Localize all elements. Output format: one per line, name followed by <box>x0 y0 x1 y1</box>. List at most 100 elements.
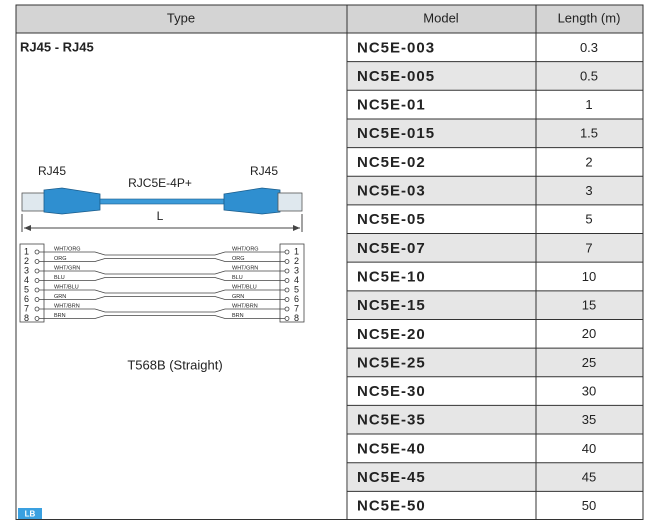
pin-number: 4 <box>294 275 299 285</box>
model-cell: NC5E-10 <box>357 268 426 285</box>
pin-number: 2 <box>24 256 29 266</box>
model-cell: NC5E-45 <box>357 469 426 486</box>
wire-label: WHT/BLU <box>232 284 257 290</box>
pin <box>34 297 40 302</box>
length-cell: 1 <box>585 97 592 112</box>
pin-number: 5 <box>294 284 299 294</box>
header-type: Type <box>167 10 195 25</box>
length-cell: 45 <box>582 469 596 484</box>
pin <box>34 259 40 264</box>
row-shade <box>348 462 643 492</box>
length-cell: 10 <box>582 269 596 284</box>
pin <box>284 259 290 264</box>
length-cell: 0.3 <box>580 40 598 55</box>
wire-label: GRN <box>54 294 66 300</box>
length-cell: 35 <box>582 412 596 427</box>
wire-label: ORG <box>54 256 67 262</box>
model-cell: NC5E-25 <box>357 354 426 371</box>
model-cell: NC5E-05 <box>357 211 426 228</box>
wire <box>39 308 285 313</box>
wire-label: ORG <box>232 256 245 262</box>
connector-label: RJ45 <box>38 164 66 178</box>
pin <box>284 287 290 293</box>
pin <box>284 268 290 274</box>
model-cell: NC5E-15 <box>357 297 426 314</box>
model-cell: NC5E-003 <box>357 39 435 56</box>
length-cell: 7 <box>585 240 592 255</box>
row-shade <box>348 233 643 263</box>
badge <box>18 508 42 520</box>
length-cell: 1.5 <box>580 126 598 141</box>
wiring-caption: T568B (Straight) <box>127 357 222 372</box>
wire-label: WHT/ORG <box>54 246 81 252</box>
model-cell: NC5E-30 <box>357 383 426 400</box>
wire-label: WHT/GRN <box>54 265 80 271</box>
cable-label: RJC5E-4P+ <box>128 176 192 190</box>
pin-number: 2 <box>294 256 299 266</box>
pin-number: 5 <box>24 284 29 294</box>
length-cell: 40 <box>582 441 596 456</box>
model-cell: NC5E-005 <box>357 68 435 85</box>
length-cell: 25 <box>582 355 596 370</box>
pin-number: 8 <box>24 313 29 323</box>
header-background <box>16 5 643 33</box>
length-cell: 3 <box>585 183 592 198</box>
pin <box>34 306 40 312</box>
row-shade <box>348 290 643 320</box>
row-shade <box>348 176 643 205</box>
pin-number: 1 <box>24 246 29 256</box>
wire-label: WHT/GRN <box>232 265 258 271</box>
pin <box>34 287 40 293</box>
pin-number: 4 <box>24 275 29 285</box>
model-cell: NC5E-03 <box>357 183 426 200</box>
model-cell: NC5E-015 <box>357 125 435 142</box>
wire <box>39 277 285 281</box>
cable-illustration <box>21 187 303 232</box>
wire-label: BLU <box>54 275 65 281</box>
wire <box>39 296 285 300</box>
model-cell: NC5E-35 <box>357 412 426 429</box>
length-cell: 2 <box>585 154 592 169</box>
badge-text: LB <box>25 510 36 519</box>
wire-label: GRN <box>232 294 244 300</box>
wire-label: WHT/BRN <box>232 303 258 309</box>
length-mark: L <box>157 209 164 223</box>
length-cell: 5 <box>585 212 592 227</box>
pin-number: 7 <box>294 303 299 313</box>
row-shade <box>348 405 643 435</box>
length-cell: 0.5 <box>580 68 598 83</box>
pin <box>34 316 40 321</box>
wire-label: WHT/BLU <box>54 284 79 290</box>
pin-number: 3 <box>24 265 29 275</box>
pin-number: 7 <box>24 303 29 313</box>
pin <box>284 297 290 302</box>
wire <box>39 270 285 275</box>
pin <box>34 249 40 255</box>
row-shade <box>348 61 643 91</box>
pin-number: 3 <box>294 265 299 275</box>
pin <box>284 249 290 255</box>
model-cell: NC5E-02 <box>357 154 426 171</box>
model-cell: NC5E-01 <box>357 97 426 114</box>
pin-number: 8 <box>294 313 299 323</box>
length-cell: 20 <box>582 326 596 341</box>
pin <box>34 268 40 274</box>
header-model: Model <box>423 10 459 25</box>
length-cell: 30 <box>582 384 596 399</box>
model-cell: NC5E-07 <box>357 240 426 257</box>
type-title: RJ45 - RJ45 <box>20 39 94 54</box>
wire-label: BLU <box>232 275 243 281</box>
wire-label: BRN <box>232 313 244 319</box>
pin-box <box>19 243 45 323</box>
length-cell: 15 <box>582 298 596 313</box>
wire <box>39 315 285 319</box>
wire <box>39 258 285 262</box>
pin <box>284 306 290 312</box>
pin-number: 6 <box>294 294 299 304</box>
length-cell: 50 <box>582 498 596 513</box>
wire <box>39 251 285 256</box>
model-cell: NC5E-40 <box>357 440 426 457</box>
wire <box>39 289 285 294</box>
